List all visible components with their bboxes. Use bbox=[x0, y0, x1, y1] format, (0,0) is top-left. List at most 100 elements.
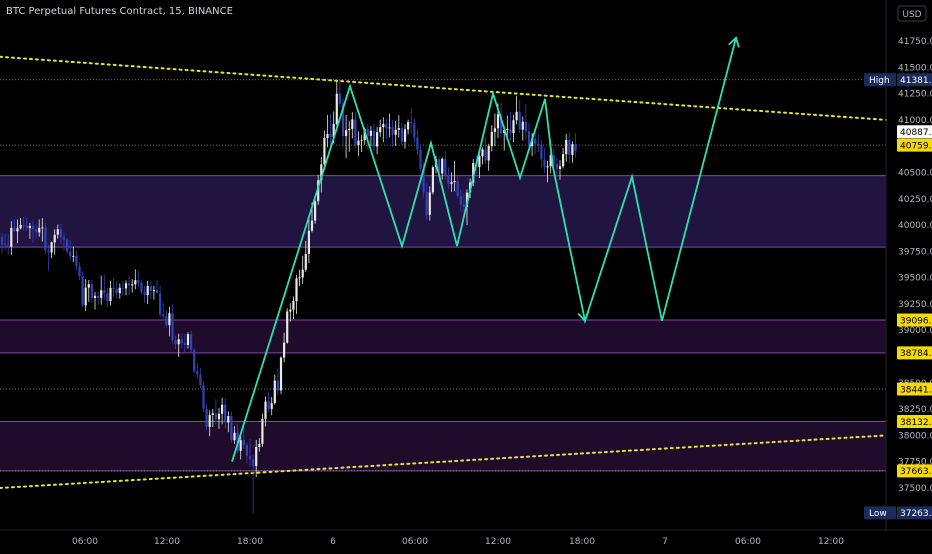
lower-trendline bbox=[0, 434, 887, 489]
candle-body bbox=[465, 192, 469, 207]
price-tag-box bbox=[897, 346, 932, 360]
projection-path bbox=[231, 36, 740, 462]
candle-body bbox=[335, 93, 338, 125]
candle-body bbox=[242, 440, 245, 446]
candle-body bbox=[261, 418, 264, 444]
time-axis[interactable]: 06:00 12:00 18:00 6 06:00 12:00 18:00 7 06:00 12:… bbox=[72, 537, 844, 547]
chart-title: BTC Perpetual Futures Contract, 15, BINA… bbox=[6, 6, 233, 17]
candle-body bbox=[329, 133, 332, 138]
candle-body bbox=[459, 195, 462, 205]
price-tag-value: 40759.7 bbox=[900, 141, 932, 151]
price-tick-label: 41000.0 bbox=[898, 116, 932, 126]
upper-trendline bbox=[0, 55, 887, 121]
price-tick-label: 40500.0 bbox=[898, 168, 932, 178]
candle-body bbox=[19, 224, 22, 229]
candle-body bbox=[438, 159, 441, 174]
candle-body bbox=[177, 339, 180, 345]
time-tick-label: 06:00 bbox=[735, 537, 761, 547]
candle-body bbox=[273, 380, 276, 404]
candle-body bbox=[90, 284, 93, 298]
candle-body bbox=[128, 283, 131, 286]
candle-body bbox=[47, 250, 50, 253]
candle-body bbox=[419, 149, 422, 169]
candle-body bbox=[422, 168, 425, 192]
price-tag-value: 40887.3 bbox=[900, 128, 932, 138]
candle-body bbox=[534, 138, 537, 144]
candle-body bbox=[168, 313, 171, 326]
candle-body bbox=[59, 229, 62, 238]
candle-body bbox=[289, 309, 292, 312]
candle-body bbox=[447, 175, 450, 184]
price-tick-label: 39500.0 bbox=[898, 274, 932, 284]
candle-body bbox=[252, 459, 255, 467]
candle-body bbox=[159, 292, 162, 315]
candle-body bbox=[180, 339, 183, 344]
candle-body bbox=[112, 287, 115, 290]
candle-body bbox=[441, 158, 444, 174]
candle-body bbox=[214, 413, 217, 420]
candle-body bbox=[323, 137, 326, 165]
candle-body bbox=[478, 156, 481, 167]
zone-2 bbox=[0, 421, 886, 471]
candle-body bbox=[527, 131, 531, 147]
candle-body bbox=[230, 416, 233, 441]
candle-body bbox=[41, 227, 44, 229]
candle-body bbox=[484, 149, 487, 161]
candle-body bbox=[208, 414, 211, 427]
candle-body bbox=[118, 287, 121, 294]
candle-body bbox=[121, 287, 124, 289]
price-tag-box bbox=[897, 382, 932, 396]
price-tag-label-box bbox=[864, 506, 896, 520]
candle-body bbox=[450, 182, 453, 184]
price-tick-label: 38250.0 bbox=[898, 405, 932, 415]
candle-body bbox=[428, 192, 431, 215]
candle-body bbox=[258, 443, 261, 447]
candle-body bbox=[301, 269, 304, 278]
candle-body bbox=[149, 285, 152, 292]
price-tick-label: 37500.0 bbox=[898, 484, 932, 494]
time-tick-label: 18:00 bbox=[569, 537, 595, 547]
candle-body bbox=[413, 123, 416, 138]
candle-body bbox=[109, 287, 112, 302]
candle-body bbox=[190, 334, 193, 350]
candle-body bbox=[193, 349, 196, 372]
currency-badge[interactable] bbox=[897, 5, 927, 22]
candle-body bbox=[115, 289, 118, 294]
candle-body bbox=[515, 111, 518, 121]
candle-body bbox=[403, 129, 407, 142]
candle-body bbox=[13, 227, 16, 232]
candle-body bbox=[317, 180, 320, 202]
candle-body bbox=[512, 120, 515, 134]
time-tick-label: 6 bbox=[330, 537, 336, 547]
price-tag-box bbox=[897, 464, 932, 478]
time-tick-label: 12:00 bbox=[154, 537, 180, 547]
candle-body bbox=[245, 445, 248, 456]
pattern-path bbox=[231, 37, 737, 462]
candle-body bbox=[146, 285, 149, 296]
candle-body bbox=[143, 292, 146, 296]
candle-body bbox=[571, 144, 574, 155]
candle-body bbox=[84, 287, 87, 306]
candle-body bbox=[537, 143, 540, 146]
candle-body bbox=[28, 225, 31, 229]
candle-body bbox=[509, 129, 512, 134]
candle-body bbox=[31, 225, 35, 230]
price-tick-label: 37750.0 bbox=[898, 458, 932, 468]
candle-body bbox=[100, 290, 103, 298]
candle-body bbox=[75, 255, 78, 267]
time-tick-label: 12:00 bbox=[485, 537, 511, 547]
candle-body bbox=[503, 129, 506, 134]
candle-body bbox=[496, 114, 500, 129]
candle-body bbox=[543, 159, 546, 168]
candle-body bbox=[332, 124, 335, 138]
candle-body bbox=[307, 230, 310, 254]
candle-body bbox=[62, 237, 66, 240]
candle-body bbox=[270, 403, 273, 409]
price-tick-label: 40250.0 bbox=[898, 195, 932, 205]
candle-body bbox=[354, 119, 357, 146]
candle-body bbox=[93, 295, 97, 298]
candle-body bbox=[351, 119, 354, 129]
candle-body bbox=[16, 228, 19, 232]
